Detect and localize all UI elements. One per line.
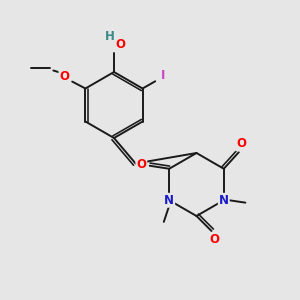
Text: O: O	[136, 158, 146, 171]
Text: N: N	[219, 194, 229, 207]
Text: O: O	[116, 38, 126, 51]
Text: O: O	[59, 70, 69, 83]
Text: O: O	[209, 233, 219, 246]
Text: I: I	[160, 69, 165, 82]
Text: N: N	[164, 194, 174, 207]
Text: O: O	[236, 137, 246, 150]
Text: H: H	[105, 30, 114, 44]
